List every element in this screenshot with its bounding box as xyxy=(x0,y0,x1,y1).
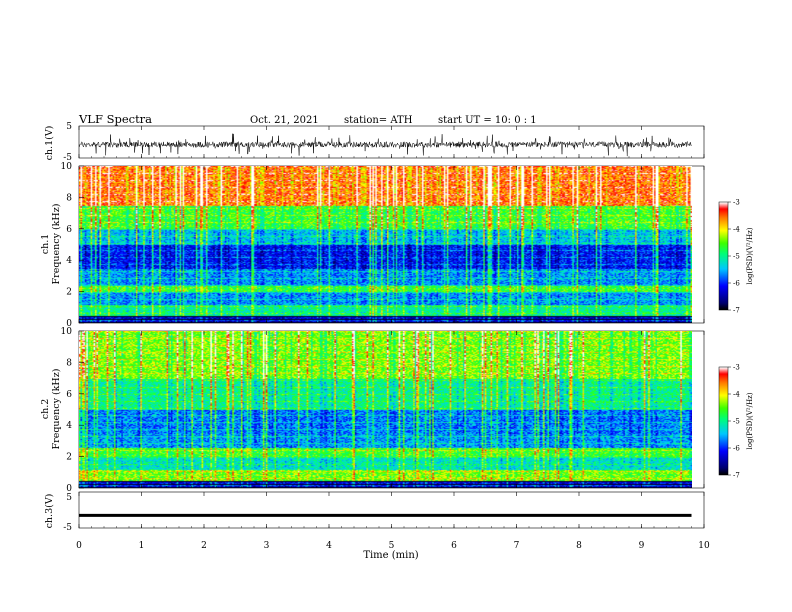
ch1-ytick-bottom: -5 xyxy=(63,153,72,163)
ch1-cbar-tick-label: -4 xyxy=(733,226,740,234)
time-tick-label: 9 xyxy=(639,541,645,551)
ch3-waveform-frame xyxy=(78,491,705,529)
time-axis-label: Time (min) xyxy=(363,550,418,561)
ch3-ytick-top: 5 xyxy=(66,493,72,503)
station-label: station= ATH xyxy=(344,115,413,126)
ch2-cbar-tick-label: -5 xyxy=(733,418,740,426)
time-tick-label: 6 xyxy=(451,541,457,551)
ch2-colorbar xyxy=(719,367,728,475)
ch1-cbar-tick-label: -6 xyxy=(733,280,740,288)
ch2-cbar-tick-label: -4 xyxy=(733,391,740,399)
ch1-spec-ytick-label: 4 xyxy=(66,256,72,266)
date-label: Oct. 21, 2021 xyxy=(250,115,319,126)
time-tick-label: 0 xyxy=(76,541,82,551)
ch1-cbar-tick-label: -5 xyxy=(733,253,740,261)
ch2-spec-ytick-label: 10 xyxy=(61,327,73,337)
ch2-spec-ytick-label: 6 xyxy=(66,390,72,400)
ch1-spectrogram-yticks: 10 8 6 4 2 0 xyxy=(61,162,84,329)
ch2-cbar-tick-label: -6 xyxy=(733,445,740,453)
ch1-spec-ytick-label: 8 xyxy=(66,193,72,203)
time-tick-label: 4 xyxy=(326,541,332,551)
time-tick-label: 8 xyxy=(576,541,582,551)
ch2-colorbar-label: log(PSD)(V²/Hz) xyxy=(746,392,754,449)
time-tick-label: 10 xyxy=(698,541,710,551)
ch1-spec-ytick-label: 2 xyxy=(66,288,72,298)
ch2-colorbar-ticks: -3 -4 -5 -6 -7 xyxy=(728,364,740,480)
ch1-spec-ytick-label: 10 xyxy=(61,162,73,172)
figure-title: VLF Spectra xyxy=(78,112,152,126)
ch2-spec-ytick-label: 2 xyxy=(66,453,72,463)
ch1-spectrogram-image xyxy=(79,166,692,323)
start-time-label: start UT = 10: 0 : 1 xyxy=(438,115,537,126)
ch1-spec-ylabel-channel: ch.1 xyxy=(40,234,51,255)
ch1-spec-ylabel-freq: Frequency (kHz) xyxy=(51,204,62,285)
ch1-waveform-frame xyxy=(78,125,705,159)
ch1-ylabel: ch.1(V) xyxy=(44,126,55,161)
time-tick-label: 2 xyxy=(201,541,207,551)
ch3-ytick-bottom: -5 xyxy=(63,523,72,533)
ch2-spectrogram-image xyxy=(79,331,692,488)
ch2-spec-ytick-label: 0 xyxy=(66,484,72,494)
ch3-ylabel: ch.3(V) xyxy=(44,494,55,529)
ch2-spec-ytick-label: 4 xyxy=(66,421,72,431)
ch1-spec-ytick-label: 0 xyxy=(66,319,72,329)
time-tick-label: 5 xyxy=(389,541,395,551)
ch1-colorbar-ticks: -3 -4 -5 -6 -7 xyxy=(728,199,740,315)
ch2-spectrogram-yticks: 10 8 6 4 2 0 xyxy=(61,327,84,494)
ch1-ytick-top: 5 xyxy=(66,122,72,132)
ch1-waveform-panel: 5 -5 ch.1(V) xyxy=(44,122,705,163)
ch1-cbar-tick-label: -7 xyxy=(733,307,740,315)
time-tick-label: 1 xyxy=(139,541,145,551)
ch1-waveform-line xyxy=(78,133,692,157)
ch2-spec-ytick-label: 8 xyxy=(66,358,72,368)
time-tick-label: 7 xyxy=(514,541,520,551)
time-axis: 0 1 2 3 4 5 6 7 8 9 10 xyxy=(76,126,710,551)
time-tick-label: 3 xyxy=(264,541,270,551)
ch1-colorbar-label: log(PSD)(V²/Hz) xyxy=(746,227,754,284)
ch2-cbar-tick-label: -7 xyxy=(733,472,740,480)
ch3-waveform-panel: 5 -5 ch.3(V) xyxy=(44,491,705,533)
ch1-spec-ytick-label: 6 xyxy=(66,225,72,235)
ch2-spec-ylabel-freq: Frequency (kHz) xyxy=(51,369,62,450)
ch2-spec-ylabel-channel: ch.2 xyxy=(40,399,51,420)
ch1-cbar-tick-label: -3 xyxy=(733,199,740,207)
ch1-colorbar xyxy=(719,202,728,310)
ch2-cbar-tick-label: -3 xyxy=(733,364,740,372)
